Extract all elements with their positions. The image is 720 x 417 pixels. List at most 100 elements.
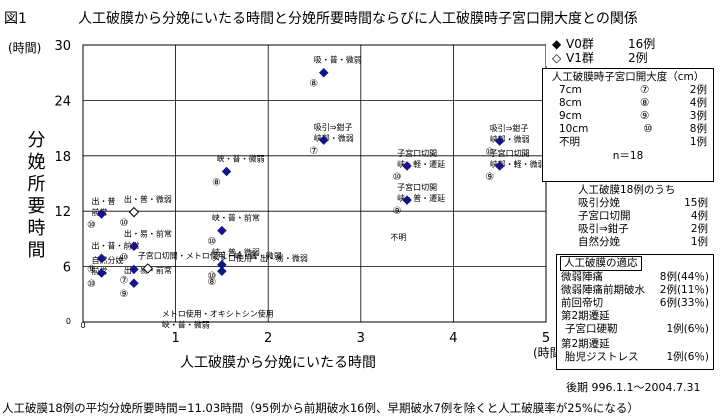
v1-point [128, 206, 140, 218]
y-axis-unit: (時間) [8, 41, 41, 55]
dilation-mark: ⑩ [485, 147, 494, 158]
extra-annotation: 不明 [390, 233, 406, 242]
legend-series-name: V1群 [566, 51, 594, 65]
data-points [96, 67, 505, 289]
dilation-row-label: 8cm [559, 97, 582, 109]
indication-row: 前回帝切 6例(33％) [561, 297, 709, 310]
point-annotation: 出・普・微弱 [124, 194, 172, 204]
dilation-row: 不明 1例 [549, 136, 707, 149]
indication-sub2-row: 胎児ジストレス 1例(6％) [561, 351, 709, 364]
legend-symbol: ◇ [552, 51, 562, 65]
dilation-row-label: 7cm [559, 84, 582, 96]
delivery-row-count: 2例 [690, 223, 708, 235]
dilation-box-title: 人工破膜時子宮口開大度（cm） [551, 71, 705, 83]
y-tick-label: 6 [63, 261, 71, 276]
dilation-row-count: 4例 [689, 97, 707, 109]
dilation-row-mark: ⑩ [643, 123, 653, 135]
study-period: 後期 996.1.1～2004.7.31 [566, 381, 701, 394]
extra-annotation: 峡・普・微弱 [162, 319, 210, 329]
delivery-row-label: 吸引分娩 [578, 197, 620, 209]
dilation-mark: ⑩ [393, 172, 402, 183]
v0-point [96, 209, 107, 219]
indication-row-label: 微弱陣痛 [561, 271, 603, 283]
dilation-mark: ⑧ [207, 277, 216, 288]
dilation-row-count: 3例 [689, 110, 707, 122]
point-annotation: 峡部・微弱 [490, 134, 530, 144]
indication-sub2-label: 胎児ジストレス [565, 351, 639, 363]
legend: ◆ V0群 16例 ◇ V1群 2例 [552, 37, 655, 65]
point-annotation: 峡・普・微弱 [217, 153, 265, 163]
x-tick-label: 4 [449, 331, 457, 346]
dilation-mark: ⑩ [87, 279, 96, 290]
delivery-row-count: 15例 [684, 197, 708, 209]
point-annotation: 峡・普・前常 [212, 213, 260, 223]
delivery-row-label: 自然分娩 [578, 236, 620, 248]
point-annotation: 子宮口切開・メトロ使用・峡・普・微弱 [138, 250, 282, 260]
v1-point [142, 263, 154, 274]
dilation-mark: ⑦ [309, 146, 318, 157]
legend-count: 16例 [628, 37, 655, 51]
point-annotation: 子宮口切開 [397, 148, 437, 158]
indication-row: 微弱陣痛前期破水 2例(11％) [561, 284, 709, 297]
dilation-mark: ⑨ [485, 172, 494, 183]
v0-point [129, 264, 139, 275]
point-annotation: 吸引⇒鉗子 [314, 122, 353, 132]
point-annotation: 子宮口切開 [490, 148, 530, 158]
delivery-summary: 人工破膜18例のうち 吸引分娩 15例 子宮口切開 4例 吸引⇒鉗子 2例 自然分娩 1例 [568, 184, 708, 249]
v0-point [318, 67, 329, 78]
x-tick-label: 3 [357, 331, 365, 346]
indication-row-value: 2例(11％) [659, 284, 709, 296]
v0-point [318, 135, 329, 145]
v0-point [221, 166, 232, 177]
chart-title: 人工破膜から分娩にいたる時間と分娩所要時間ならびに人工破膜時子宮口開大度との関係 [78, 11, 638, 27]
v0-point [96, 268, 107, 278]
v0-point [217, 266, 227, 277]
v0-point [217, 225, 227, 236]
y-tick-label: 18 [54, 150, 71, 165]
point-annotation: 自然分娩 [92, 255, 124, 265]
dilation-mark: ⑧ [212, 177, 221, 188]
dilation-mark: ⑨ [393, 206, 402, 217]
dilation-row-count: 2例 [689, 84, 707, 96]
indication-row-value: 8例(44％) [659, 271, 709, 283]
figure-label: 図1 [4, 11, 27, 27]
extra-annotation: メトロ使用・オキシトシン使用 [162, 308, 274, 318]
dilation-row-count: 8例 [689, 123, 707, 135]
point-annotations: ⑧吸・普・微弱⑦吸引⇒鉗子峡部・微弱⑧峡・普・微弱⑩子宮口切開峡・軽・遷延⑩吸引… [87, 55, 546, 330]
delivery-row-label: 吸引⇒鉗子 [578, 223, 629, 235]
x-tick-label: 5 [542, 331, 550, 346]
indication-sub1-value: 1例(6％) [666, 323, 709, 335]
point-annotation: 峡部・微弱 [314, 133, 354, 143]
y-tick-label: 30 [54, 39, 71, 54]
v0-point [494, 161, 505, 171]
delivery-rows: 吸引分娩 15例 子宮口切開 4例 吸引⇒鉗子 2例自然分娩 1例 [568, 197, 708, 249]
point-annotation: 出・普 [92, 196, 116, 206]
point-annotation: 吸引⇒鉗子 [490, 123, 529, 133]
dilation-row-count: 1例 [689, 136, 707, 148]
dilation-row-mark: ⑧ [640, 97, 650, 109]
point-annotation: 出・普・前常 [92, 240, 140, 250]
dilation-mark: ⑩ [119, 252, 128, 263]
v0-point [494, 136, 505, 146]
delivery-row: 子宮口切開 4例 [568, 210, 708, 223]
indication-row: 微弱陣痛 8例(44％) [561, 271, 709, 284]
point-annotation: 出・易・前常 [124, 228, 172, 238]
legend-series-name: V0群 [566, 37, 594, 51]
y-tick-label: 0 [66, 317, 71, 326]
dilation-total: n＝18 [612, 150, 644, 162]
indication-title: 人工破膜の適応 [560, 256, 642, 271]
v0-point [402, 195, 412, 205]
indication-box: 人工破膜の適応 微弱陣痛 8例(44％) 微弱陣痛前期破水 2例(11％) 前回帝切 6例… [556, 254, 714, 370]
delivery-row-count: 1例 [690, 236, 708, 248]
dilation-rows: 7cm ⑦ 2例 8cm ⑧ 4例 9cm ⑨ 3例 10cm ⑩ 8例 不明 1例 [549, 84, 707, 149]
dilation-mark: ⑩ [207, 237, 216, 248]
x-tick-label: 2 [264, 331, 272, 346]
v0-point [402, 161, 412, 171]
delivery-row: 吸引⇒鉗子 2例 [568, 223, 708, 236]
indication-rows: 微弱陣痛 8例(44％) 微弱陣痛前期破水 2例(11％) 前回帝切 6例(33％) [561, 271, 709, 310]
delivery-row-count: 4例 [690, 210, 708, 222]
dilation-mark: ⑩ [207, 271, 216, 282]
point-annotation: メトロ使用・出・易・微弱 [212, 253, 308, 263]
dilation-row-mark: ⑨ [640, 110, 650, 122]
